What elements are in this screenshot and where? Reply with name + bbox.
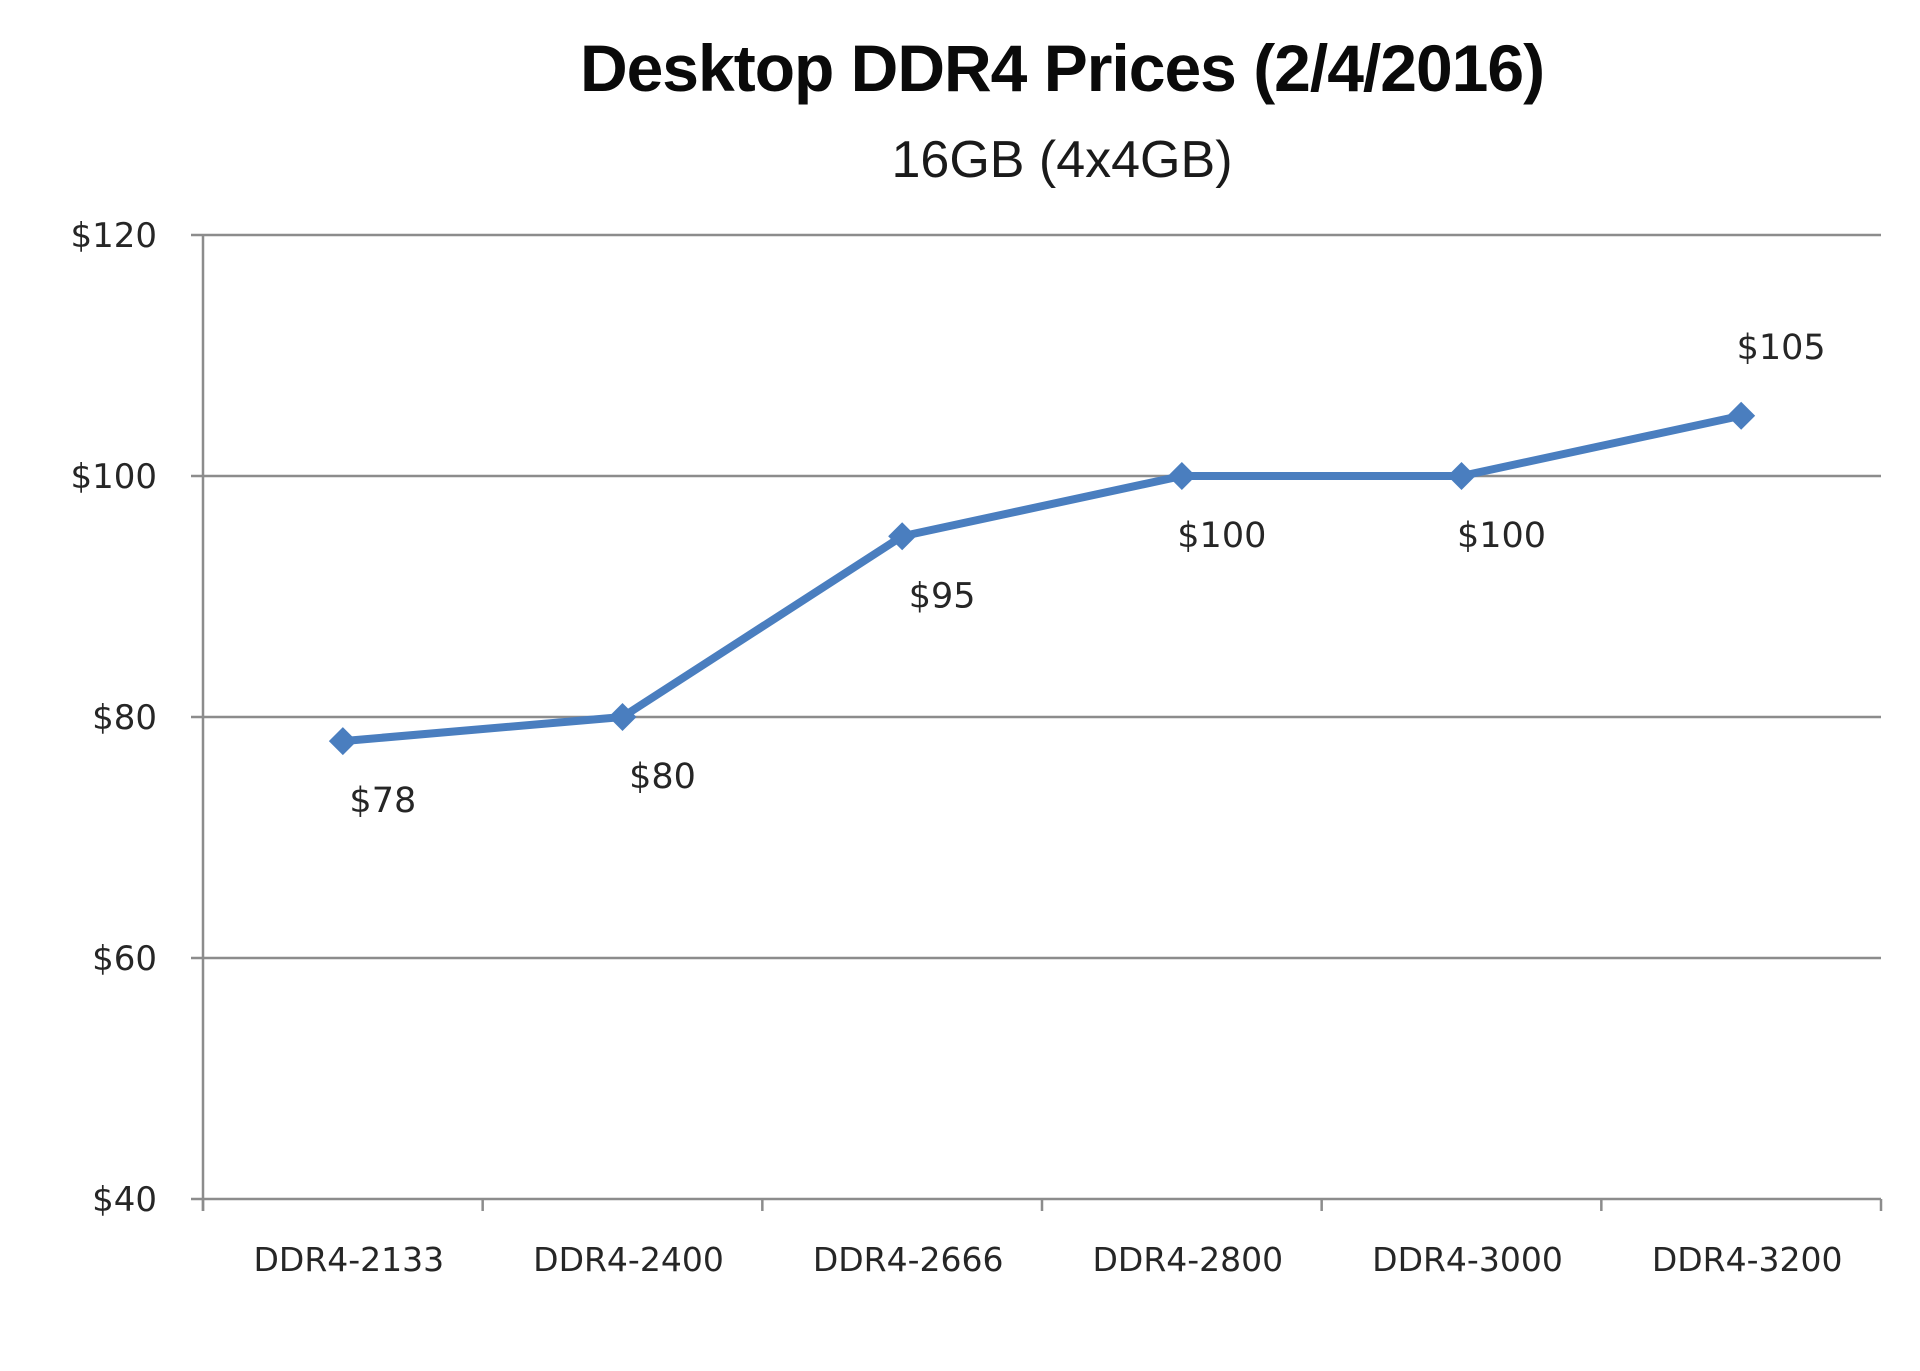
- x-axis-tick-labels: DDR4-2133 DDR4-2400 DDR4-2666 DDR4-2800 DDR4…: [254, 1240, 1843, 1279]
- y-tick-label: $40: [92, 1180, 157, 1220]
- x-tick-label: DDR4-3200: [1652, 1240, 1843, 1279]
- data-label: $105: [1737, 328, 1826, 368]
- data-labels: $78 $80 $95 $100 $100 $105: [349, 328, 1825, 821]
- data-label: $78: [349, 781, 416, 821]
- x-tick-label: DDR4-2133: [254, 1240, 445, 1279]
- y-tick-label: $100: [70, 457, 157, 497]
- diamond-marker: [608, 703, 637, 731]
- x-tick-label: DDR4-2666: [813, 1240, 1004, 1279]
- diamond-marker: [1727, 401, 1756, 430]
- chart-subtitle: 16GB (4x4GB): [891, 131, 1233, 189]
- data-label: $95: [909, 576, 976, 616]
- diamond-marker: [1447, 462, 1476, 490]
- x-tick-label: DDR4-2800: [1093, 1240, 1284, 1279]
- axes: [201, 235, 1883, 1211]
- data-label: $100: [1457, 516, 1546, 556]
- diamond-marker: [328, 727, 357, 756]
- diamond-marker: [888, 522, 917, 551]
- y-tick-label: $120: [70, 216, 157, 256]
- series-line: [328, 401, 1756, 756]
- chart-title: Desktop DDR4 Prices (2/4/2016): [579, 31, 1545, 105]
- gridlines: [191, 233, 1881, 1201]
- y-tick-label: $80: [92, 698, 157, 738]
- x-tick-label: DDR4-3000: [1372, 1240, 1563, 1279]
- series-line: [342, 411, 1743, 746]
- data-label: $100: [1177, 516, 1266, 556]
- y-axis-tick-labels: $40 $60 $80 $100 $120: [70, 216, 157, 1220]
- diamond-marker: [1167, 462, 1196, 490]
- data-label: $80: [629, 757, 696, 797]
- y-tick-label: $60: [92, 939, 157, 979]
- x-tick-label: DDR4-2400: [533, 1240, 724, 1279]
